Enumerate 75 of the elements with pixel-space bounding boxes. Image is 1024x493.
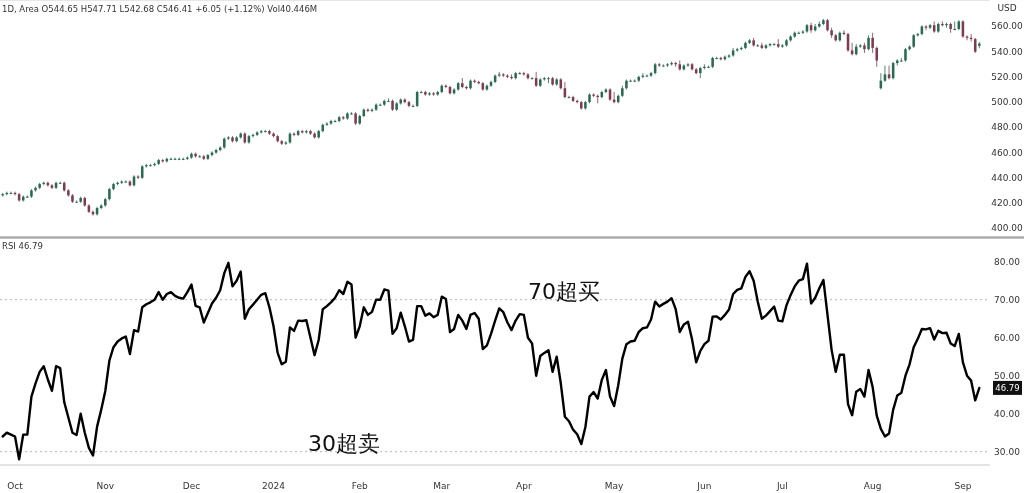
x-tick-label: Oct — [7, 481, 24, 491]
candlestick — [596, 94, 599, 104]
candlestick — [300, 129, 304, 135]
candlestick — [928, 23, 932, 30]
candlestick — [592, 92, 595, 98]
y-tick-label: 460.00 — [991, 147, 1024, 158]
y-tick-label: 80.00 — [994, 256, 1021, 267]
candlestick — [145, 163, 148, 169]
y-tick-label: 520.00 — [991, 71, 1024, 82]
candlestick — [703, 63, 706, 70]
y-tick-label: 500.00 — [991, 97, 1024, 108]
y-tick-label: 540.00 — [991, 46, 1024, 57]
ref-line-label: 70超买 — [528, 278, 600, 304]
candlestick — [305, 129, 308, 135]
y-tick-label: 50.00 — [994, 370, 1021, 381]
y-tick-label: 560.00 — [991, 21, 1024, 32]
candlestick — [547, 76, 550, 84]
y-tick-label: 440.00 — [991, 172, 1024, 183]
x-tick-label: Mar — [433, 481, 451, 491]
x-tick-label: Nov — [96, 481, 115, 491]
candlestick — [255, 130, 259, 137]
chart-title: RSI 46.79 — [2, 241, 43, 251]
candlestick — [387, 97, 390, 103]
candlestick — [473, 79, 476, 84]
x-tick-label: Aug — [863, 481, 882, 491]
x-tick-label: Sep — [954, 481, 972, 491]
candlestick — [895, 58, 899, 66]
candlestick — [1, 192, 4, 198]
candlestick — [161, 158, 165, 164]
annotation: 46.79 — [995, 382, 1020, 393]
x-tick-label: Jul — [775, 481, 788, 491]
y-tick-label: 60.00 — [994, 332, 1021, 343]
candlestick — [465, 85, 468, 90]
x-tick-label: Feb — [351, 481, 368, 491]
candlestick — [924, 24, 928, 31]
y-tick-label: 40.00 — [994, 408, 1021, 419]
candlestick — [900, 57, 903, 63]
candlestick — [543, 76, 546, 82]
candlestick — [818, 21, 821, 29]
candlestick — [649, 71, 653, 78]
y-tick-label: 30.00 — [994, 446, 1021, 457]
candlestick — [120, 179, 123, 185]
y-axis-title: USD — [997, 3, 1017, 13]
x-tick-label: Dec — [182, 481, 201, 491]
candlestick — [510, 73, 513, 80]
candlestick — [871, 32, 874, 54]
candlestick — [75, 200, 78, 204]
line-series — [1, 261, 981, 461]
x-tick-label: 2024 — [262, 481, 286, 491]
y-tick-label: 400.00 — [991, 223, 1024, 234]
candlestick — [686, 62, 690, 68]
x-tick-label: Apr — [516, 481, 532, 491]
chart-title: 1D, Area O544.65 H547.71 L542.68 C546.41 +6.05 (+1.12%) Vol40.446M — [2, 4, 318, 14]
candlestick — [945, 22, 948, 29]
y-tick-label: 420.00 — [991, 197, 1024, 208]
candlestick — [136, 174, 140, 180]
candlestick — [214, 148, 218, 155]
candlestick — [670, 61, 673, 66]
y-tick-label: 70.00 — [994, 294, 1021, 305]
candlestick — [633, 79, 636, 83]
candlestick — [674, 61, 677, 68]
ref-line-label: 30超卖 — [308, 430, 380, 456]
x-tick-label: Jun — [696, 481, 712, 491]
candlestick — [764, 43, 768, 50]
candlestick — [727, 53, 731, 59]
candlestick — [50, 183, 54, 190]
y-tick-label: 480.00 — [991, 122, 1024, 133]
candlestick — [506, 73, 509, 79]
candlestick — [329, 119, 333, 126]
x-tick-label: May — [604, 481, 625, 491]
candlestick — [26, 195, 29, 199]
candlestick — [941, 21, 944, 27]
candlestick — [875, 46, 879, 68]
candlestick — [186, 155, 189, 161]
candlestick — [953, 21, 956, 31]
